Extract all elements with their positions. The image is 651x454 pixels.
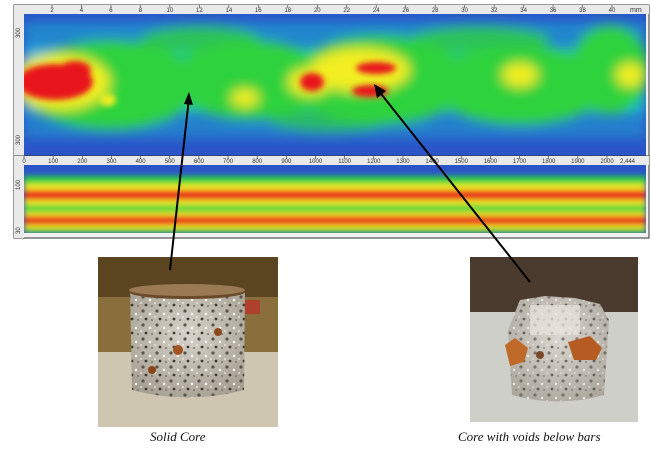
- bottom-axis-tick-label: 500: [165, 159, 176, 165]
- top-axis-tick-label: 10: [167, 8, 174, 14]
- bottom-axis-tick-label: 1200: [367, 159, 381, 165]
- bottom-axis-tick-label: 0: [22, 159, 26, 165]
- bottom-axis-tick-label: 700: [223, 159, 234, 165]
- top-axis-tick-label: 32: [491, 8, 498, 14]
- solid-core-photo: [98, 257, 278, 427]
- bottom-axis-tick-label: 900: [281, 159, 292, 165]
- top-axis-tick-label: 26: [402, 8, 409, 14]
- arrow-line-voids: [377, 89, 531, 283]
- bottom-axis-tick-label: 1800: [542, 159, 556, 165]
- bottom-axis-tick-label: 300: [106, 159, 117, 165]
- bottom-axis-tick-label: 800: [252, 159, 263, 165]
- bottom-axis-tick-label: 1500: [455, 159, 469, 165]
- bottom-axis-tick-label: 200: [77, 159, 88, 165]
- bottom-axis-tick-label: 2000: [600, 159, 614, 165]
- voided-core-photo: [470, 257, 638, 422]
- top-axis-tick-label: 34: [520, 8, 527, 14]
- bottom-axis-tick-label: 1000: [309, 159, 323, 165]
- bottom-axis-tick-label: 1600: [484, 159, 498, 165]
- bottom-axis-tick-label: 100: [48, 159, 59, 165]
- top-axis-tick-label: 8: [139, 8, 143, 14]
- top-axis-tick-label: 40: [609, 8, 616, 14]
- arrow-head-solid: [184, 92, 193, 105]
- arrows: [169, 84, 531, 283]
- arrow-line-solid: [169, 97, 190, 271]
- bottom-axis-tick-label: 1700: [513, 159, 527, 165]
- top-left-tick-2: 300: [16, 134, 22, 145]
- top-axis-unit: mm: [630, 7, 642, 14]
- bottom-axis-ticks: 0 100 200 300 400 500 600 700 800 900 1000 1100 1200…: [22, 156, 614, 165]
- top-axis-tick-label: 4: [80, 8, 84, 14]
- bottom-axis-tick-label: 1300: [396, 159, 410, 165]
- top-axis-tick-label: 12: [196, 8, 203, 14]
- bottom-axis-end: 2,444: [620, 159, 636, 165]
- bottom-left-tick-1: 100: [16, 179, 22, 190]
- arrow-head-voids: [374, 84, 386, 98]
- bottom-axis-tick-label: 1100: [338, 159, 352, 165]
- top-axis-tick-label: 16: [255, 8, 262, 14]
- top-axis-tick-label: 18: [284, 8, 291, 14]
- top-axis-tick-label: 20: [314, 8, 321, 14]
- top-heatmap: [24, 22, 646, 138]
- caption-solid-core: Solid Core: [150, 429, 206, 444]
- bottom-axis-tick-label: 400: [136, 159, 147, 165]
- top-axis-tick-label: 24: [373, 8, 380, 14]
- top-axis-tick-label: 6: [109, 8, 113, 14]
- bottom-scan-panel: 0 100 200 300 400 500 600 700 800 900 1000 1100 1200…: [13, 155, 650, 239]
- top-axis-tick-label: 2: [50, 8, 54, 14]
- top-scan-panel: 2 4 6 8 10 12 14 16 18 20 22 24 26 28 30 32 34 36 38 40 mm …: [13, 4, 650, 158]
- bottom-axis-tick-label: 600: [194, 159, 205, 165]
- bottom-heatmap: [24, 176, 646, 233]
- top-axis-tick-label: 36: [550, 8, 557, 14]
- bottom-axis-tick-label: 1400: [425, 159, 439, 165]
- top-axis-tick-label: 22: [343, 8, 350, 14]
- top-axis-tick-label: 30: [461, 8, 468, 14]
- caption-voided-core: Core with voids below bars: [458, 429, 601, 444]
- top-axis-tick-label: 14: [225, 8, 232, 14]
- bottom-axis-tick-label: 1900: [571, 159, 585, 165]
- top-axis-ticks: 2 4 6 8 10 12 14 16 18 20 22 24 26 28 30 32 34 36 38 40: [50, 5, 616, 14]
- top-left-tick-1: 300: [16, 27, 22, 38]
- bottom-left-tick-2: 30: [16, 227, 22, 234]
- top-axis-tick-label: 28: [432, 8, 439, 14]
- top-axis-tick-label: 38: [579, 8, 586, 14]
